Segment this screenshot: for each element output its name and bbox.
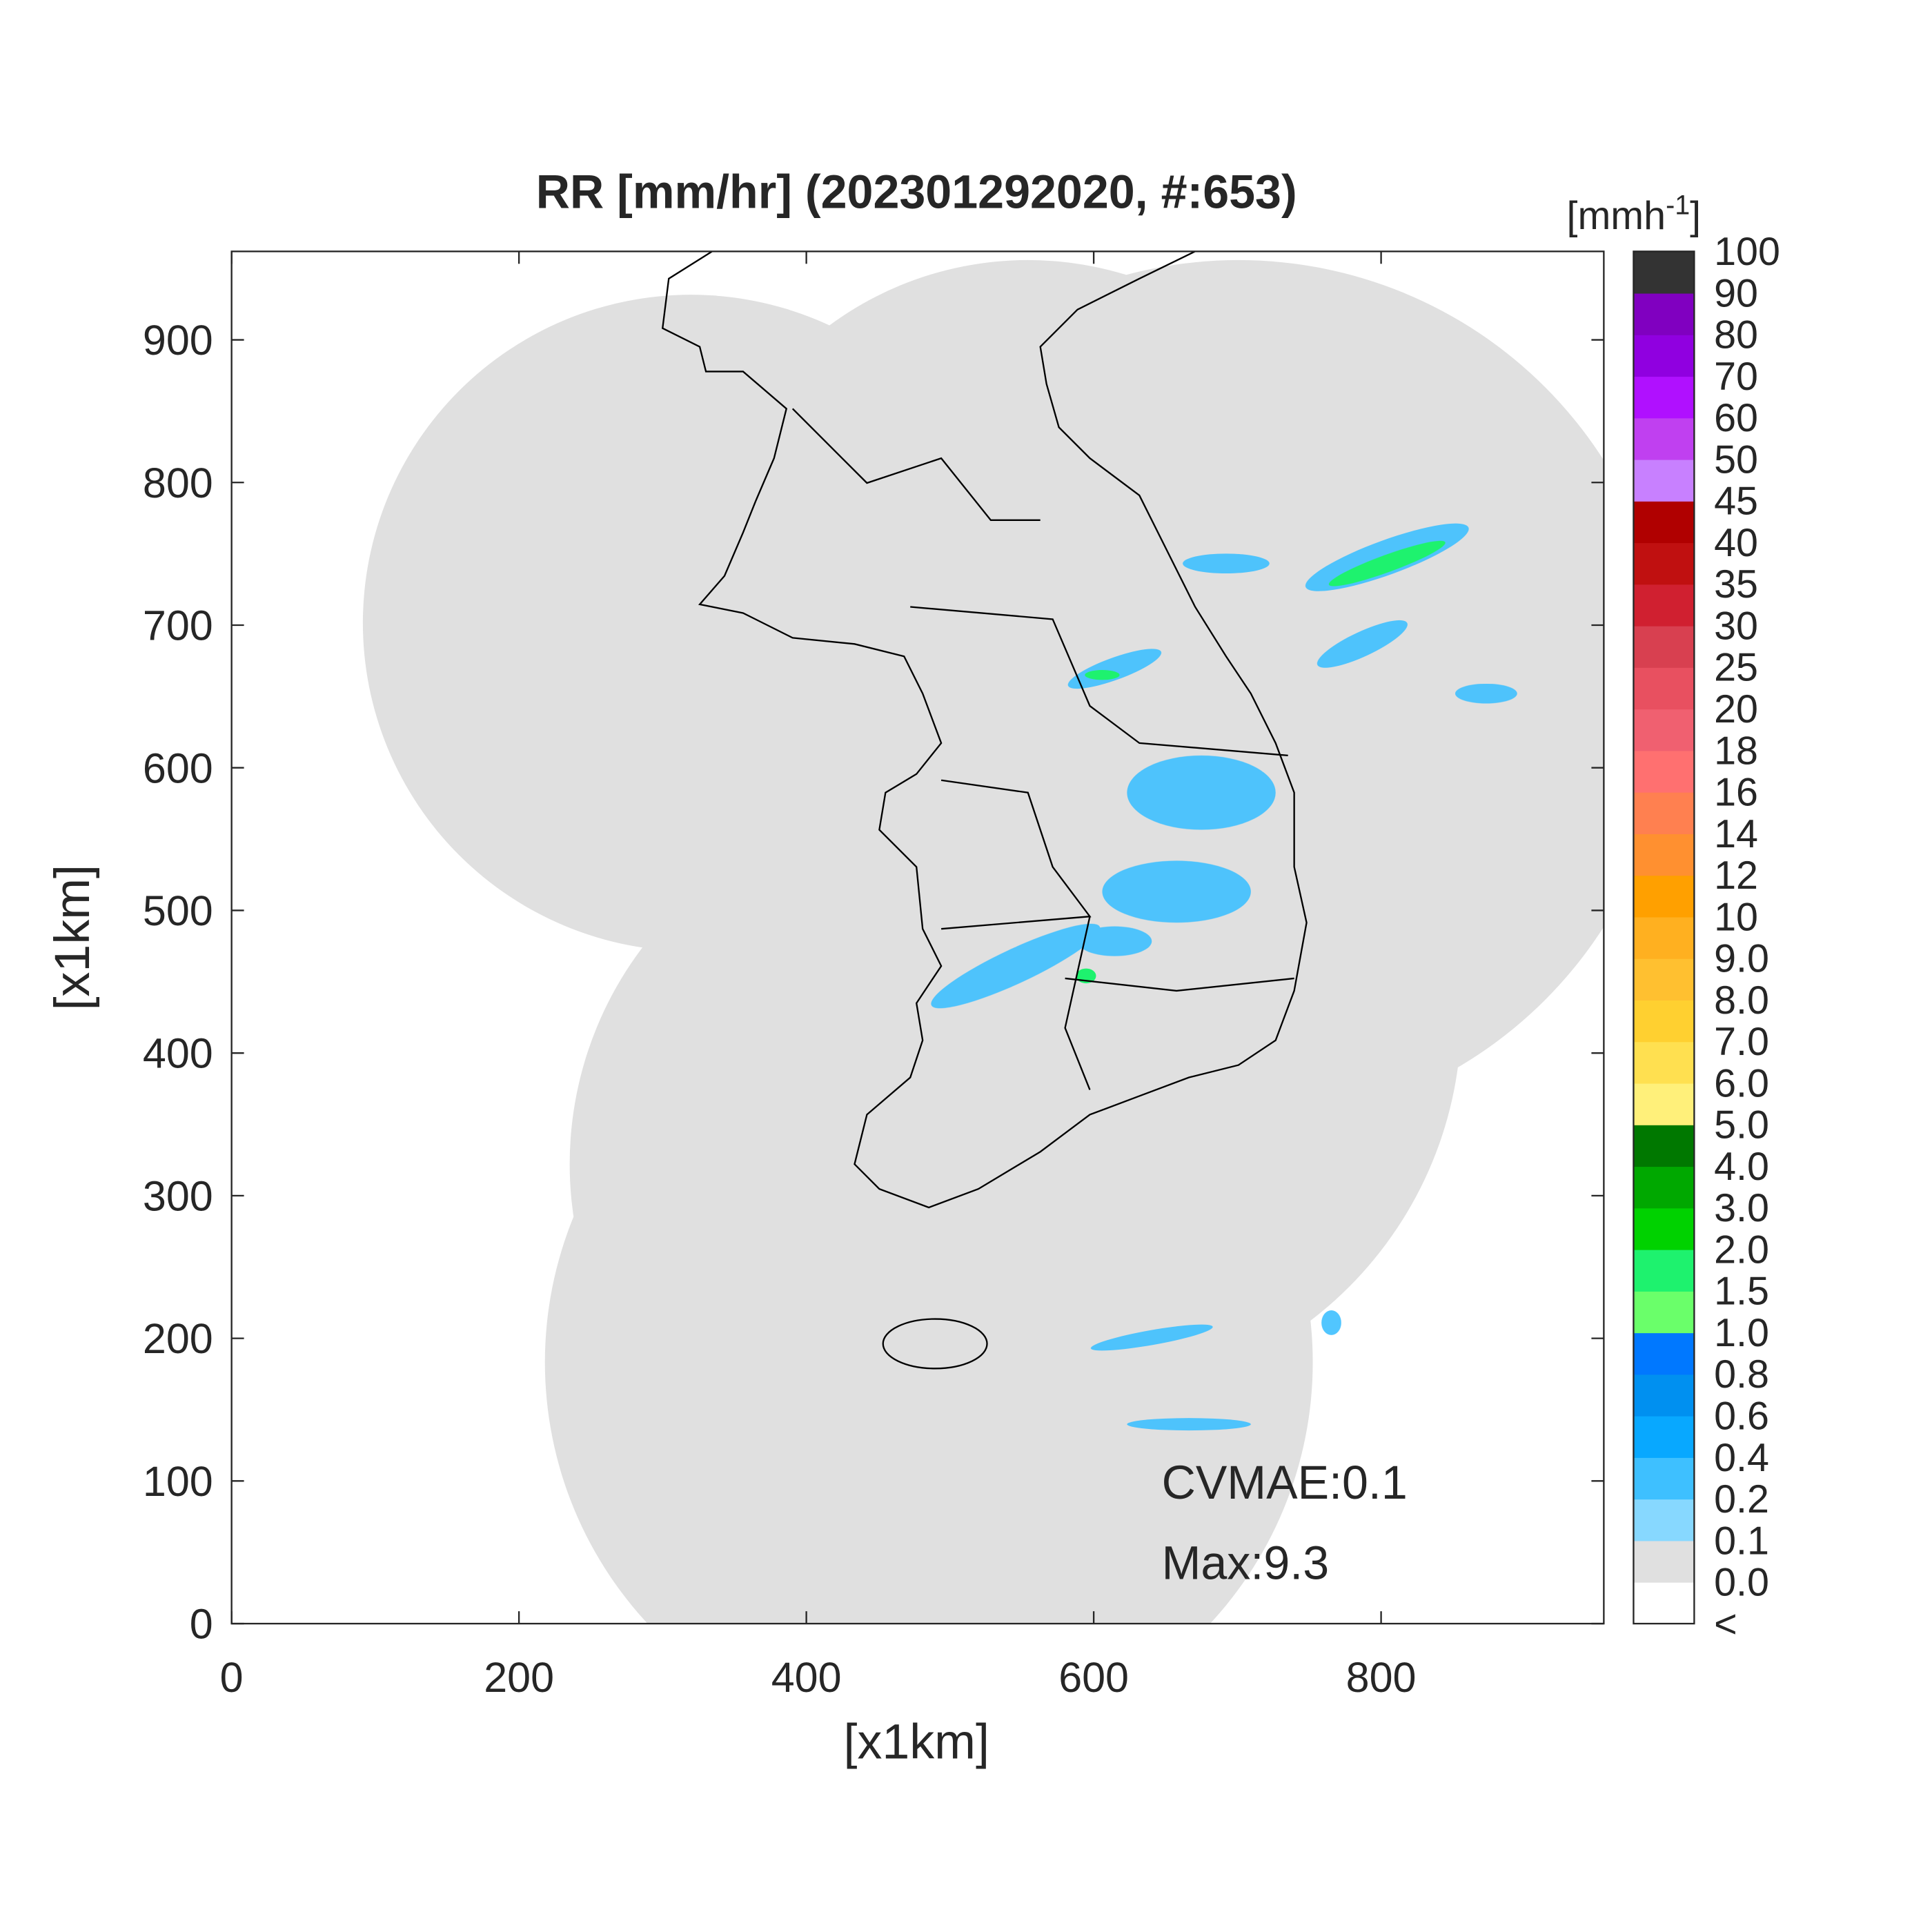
colorbar-label: 25 bbox=[1714, 646, 1758, 690]
colorbar-label: 60 bbox=[1714, 396, 1758, 440]
chart-title: RR [mm/hr] (202301292020, #:653) bbox=[536, 166, 1297, 219]
colorbar-label: 45 bbox=[1714, 480, 1758, 524]
colorbar-segment bbox=[1633, 1374, 1695, 1417]
annotation: Max:9.3 bbox=[1162, 1537, 1330, 1589]
x-tick-label: 800 bbox=[1346, 1654, 1417, 1701]
colorbar-label: 5.0 bbox=[1714, 1103, 1769, 1147]
colorbar-segment bbox=[1633, 625, 1695, 668]
plot-frame bbox=[230, 250, 1605, 1625]
colorbar-segment bbox=[1633, 1540, 1695, 1583]
colorbar-label: 4.0 bbox=[1714, 1145, 1769, 1189]
colorbar-segment bbox=[1633, 1581, 1695, 1624]
colorbar-segment bbox=[1633, 251, 1695, 294]
y-tick-label: 200 bbox=[143, 1315, 213, 1362]
colorbar-title-exponent: -1 bbox=[1666, 190, 1690, 221]
colorbar-segment bbox=[1633, 791, 1695, 834]
colorbar-label: 20 bbox=[1714, 687, 1758, 731]
colorbar-segment bbox=[1633, 1000, 1695, 1043]
y-tick-label: 700 bbox=[143, 602, 213, 649]
colorbar-title-suffix: ] bbox=[1690, 194, 1701, 238]
colorbar-label: 50 bbox=[1714, 437, 1758, 482]
colorbar-label: 0.8 bbox=[1714, 1352, 1769, 1397]
coastline bbox=[661, 251, 1308, 1370]
colorbar-frame bbox=[1633, 250, 1695, 1625]
colorbar-segment bbox=[1633, 1124, 1695, 1167]
colorbar-label: 18 bbox=[1714, 729, 1758, 773]
colorbar-label: 6.0 bbox=[1714, 1061, 1769, 1105]
annotation: CVMAE:0.1 bbox=[1162, 1457, 1408, 1509]
colorbar-label: 12 bbox=[1714, 854, 1758, 898]
colorbar-segment bbox=[1633, 1332, 1695, 1375]
x-axis-label: [x1km] bbox=[844, 1715, 989, 1770]
colorbar-segment bbox=[1633, 875, 1695, 918]
colorbar-label: 0.0 bbox=[1714, 1561, 1769, 1605]
colorbar-segment bbox=[1633, 1249, 1695, 1292]
colorbar-segment bbox=[1633, 958, 1695, 1001]
y-tick-label: 600 bbox=[143, 745, 213, 791]
y-tick-label: 300 bbox=[143, 1172, 213, 1219]
colorbar-label: < bbox=[1714, 1602, 1737, 1646]
x-tick-label: 600 bbox=[1058, 1654, 1129, 1701]
colorbar-title: [mmh-1] bbox=[1567, 190, 1702, 239]
colorbar-segment bbox=[1633, 1457, 1695, 1500]
colorbar-label: 2.0 bbox=[1714, 1228, 1769, 1272]
colorbar-segment bbox=[1633, 1083, 1695, 1125]
x-tick-label: 200 bbox=[484, 1654, 554, 1701]
colorbar-segment bbox=[1633, 1499, 1695, 1541]
colorbar-label: 9.0 bbox=[1714, 937, 1769, 981]
colorbar-label: 1.0 bbox=[1714, 1311, 1769, 1355]
colorbar-label: 8.0 bbox=[1714, 978, 1769, 1023]
colorbar-label: 90 bbox=[1714, 271, 1758, 315]
colorbar-label: 0.2 bbox=[1714, 1477, 1769, 1521]
colorbar-label: 40 bbox=[1714, 521, 1758, 565]
colorbar-label: 1.5 bbox=[1714, 1270, 1769, 1314]
colorbar-segment bbox=[1633, 376, 1695, 419]
colorbar-segment bbox=[1633, 709, 1695, 751]
colorbar-label: 100 bbox=[1714, 230, 1780, 274]
y-axis-label: [x1km] bbox=[45, 865, 100, 1010]
colorbar-label: 30 bbox=[1714, 604, 1758, 648]
colorbar-segment bbox=[1633, 334, 1695, 377]
colorbar-segment bbox=[1633, 459, 1695, 502]
colorbar-label: 0.1 bbox=[1714, 1519, 1769, 1563]
colorbar-title-base: [mmh bbox=[1567, 194, 1666, 238]
colorbar-segment bbox=[1633, 1290, 1695, 1334]
colorbar-label: 70 bbox=[1714, 355, 1758, 399]
colorbar-label: 7.0 bbox=[1714, 1020, 1769, 1064]
y-tick-label: 100 bbox=[143, 1458, 213, 1505]
x-tick-label: 400 bbox=[771, 1654, 842, 1701]
colorbar-segment bbox=[1633, 584, 1695, 627]
colorbar-label: 80 bbox=[1714, 313, 1758, 357]
colorbar-segment bbox=[1633, 916, 1695, 959]
colorbar-segment bbox=[1633, 1208, 1695, 1250]
colorbar-label: 3.0 bbox=[1714, 1186, 1769, 1230]
radar-coverage bbox=[362, 259, 1604, 1624]
colorbar-segment bbox=[1633, 1041, 1695, 1084]
colorbar-segment bbox=[1633, 1415, 1695, 1458]
colorbar-segment bbox=[1633, 667, 1695, 710]
colorbar-label: 35 bbox=[1714, 562, 1758, 607]
colorbar-segment bbox=[1633, 542, 1695, 585]
colorbar-segment bbox=[1633, 417, 1695, 460]
precipitation bbox=[931, 523, 1517, 1431]
y-tick-label: 500 bbox=[143, 887, 213, 934]
colorbar-label: 0.6 bbox=[1714, 1394, 1769, 1438]
colorbar-segment bbox=[1633, 750, 1695, 793]
colorbar-segment bbox=[1633, 293, 1695, 335]
colorbar-segment bbox=[1633, 1166, 1695, 1209]
colorbar-label: 14 bbox=[1714, 812, 1758, 856]
colorbar-label: 16 bbox=[1714, 771, 1758, 815]
y-tick-label: 800 bbox=[143, 460, 213, 506]
colorbar-label: 0.4 bbox=[1714, 1436, 1769, 1480]
colorbar-segment bbox=[1633, 500, 1695, 544]
colorbar-label: 10 bbox=[1714, 895, 1758, 939]
y-tick-label: 900 bbox=[143, 317, 213, 364]
x-tick-label: 0 bbox=[220, 1654, 244, 1701]
y-tick-label: 400 bbox=[143, 1030, 213, 1077]
colorbar-segment bbox=[1633, 834, 1695, 876]
y-tick-label: 0 bbox=[190, 1601, 213, 1648]
